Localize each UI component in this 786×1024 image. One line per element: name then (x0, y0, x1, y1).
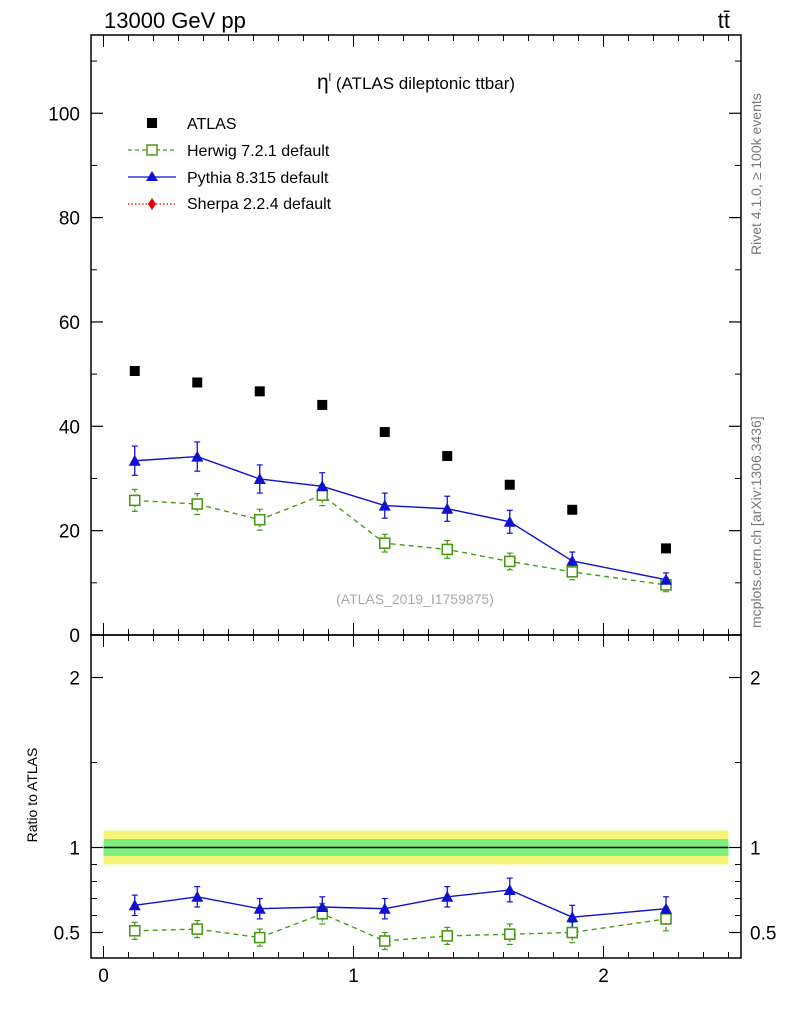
ratio-herwig-point (378, 935, 391, 947)
main-ytick-label: 0 (69, 626, 80, 647)
herwig-line (134, 494, 667, 586)
legend-label-herwig: Herwig 7.2.1 default (187, 143, 330, 160)
ratio-ytick-label-left: 1 (69, 839, 80, 860)
ratio-ytick-label-right: 0.5 (750, 924, 776, 945)
chart-marks: 0 20 40 60 80 100 0 1 2 0.5 0.5 1 1 2 2 (48, 35, 776, 987)
atlas-point (129, 366, 140, 376)
chart-title: ηl (ATLAS dileptonic ttbar) (317, 71, 515, 94)
ratio-ytick-label-right: 1 (750, 839, 761, 860)
ratio-pythia-point (128, 899, 141, 911)
atlas-point (661, 543, 671, 554)
herwig-point (128, 494, 141, 507)
ratio-panel-frame (90, 634, 742, 959)
atlas-point (192, 377, 203, 388)
ratio-ytick-label-left: 0.5 (54, 924, 80, 945)
atlas-point (379, 427, 390, 438)
ratio-xtick-label: 0 (98, 966, 109, 987)
atlas-point (254, 386, 265, 397)
ratio-pythia-point (566, 911, 579, 923)
ratio-herwig-point (191, 923, 204, 935)
atlas-point (504, 479, 515, 490)
legend-label-pythia: Pythia 8.315 default (187, 170, 329, 187)
pythia-point (503, 515, 516, 527)
ratio-herwig-point (128, 924, 141, 937)
main-ytick-label: 60 (59, 313, 80, 334)
ratio-ytick-label-left: 2 (69, 669, 80, 690)
ratio-ytick-label-right: 2 (750, 669, 761, 690)
legend: ATLAS Herwig 7.2.1 default Pythia 8.315 … (128, 116, 332, 213)
pythia-point (316, 480, 329, 492)
pythia-point (660, 573, 672, 585)
main-ytick-label: 40 (59, 417, 80, 438)
pythia-point (566, 554, 579, 566)
ratio-pythia-point (378, 902, 391, 914)
ratio-pythia-line (134, 889, 667, 918)
atlas-point (317, 399, 328, 410)
legend-label-atlas: ATLAS (187, 116, 237, 133)
mcplots-label: mcplots.cern.ch [arXiv:1306.3436] (748, 416, 764, 628)
legend-marker-pythia (146, 171, 158, 181)
ratio-xtick-label: 1 (348, 966, 359, 987)
ratio-herwig-point (503, 928, 516, 941)
analysis-watermark: (ATLAS_2019_I1759875) (336, 591, 494, 607)
ratio-pythia-point (253, 902, 266, 914)
pythia-point (378, 499, 391, 511)
pythia-line (134, 455, 667, 581)
pythia-point (128, 454, 141, 466)
herwig-point (566, 566, 579, 578)
herwig-point (441, 543, 454, 556)
ratio-pythia-point (441, 890, 454, 902)
pythia-point (253, 473, 266, 484)
ratio-herwig-point (566, 926, 579, 939)
main-ytick-label: 100 (48, 104, 80, 125)
atlas-point (567, 504, 578, 515)
herwig-point (378, 537, 391, 549)
ratio-herwig-point (253, 931, 266, 944)
herwig-point (253, 513, 266, 526)
ratio-xtick-label: 2 (598, 966, 609, 987)
ratio-pythia-point (316, 901, 329, 912)
pythia-point (441, 502, 454, 514)
atlas-point (442, 451, 453, 462)
ratio-pythia-point (660, 902, 672, 914)
header-left: 13000 GeV pp (104, 8, 246, 33)
herwig-point (191, 498, 204, 510)
legend-marker-herwig (146, 144, 158, 156)
rivet-label: Rivet 4.1.0, ≥ 100k events (748, 93, 764, 255)
ratio-herwig-point (441, 930, 454, 942)
herwig-point (316, 489, 329, 501)
ratio-herwig-point (660, 913, 672, 925)
legend-label-sherpa: Sherpa 2.2.4 default (187, 196, 332, 213)
legend-marker-atlas (147, 118, 157, 128)
main-ytick-label: 80 (59, 209, 80, 230)
ratio-herwig-line (134, 913, 667, 942)
herwig-point (503, 555, 516, 568)
ratio-pythia-point (191, 890, 204, 902)
main-ytick-label: 20 (59, 522, 80, 543)
ratio-axis-label: Ratio to ATLAS (24, 748, 40, 843)
legend-marker-sherpa (148, 198, 156, 210)
pythia-point (191, 450, 204, 462)
header-right: tt̄ (718, 8, 730, 33)
ratio-pythia-point (503, 884, 516, 895)
